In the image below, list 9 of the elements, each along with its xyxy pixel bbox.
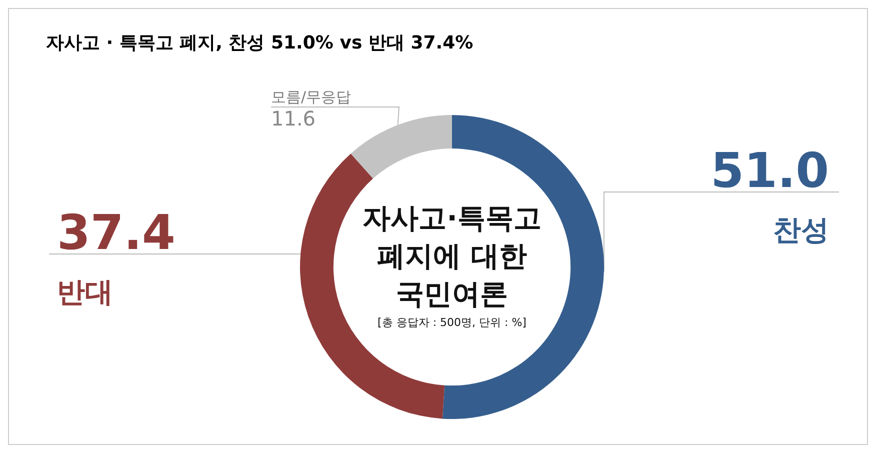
text: 자사고·특목고 폐지에 대한 국민여론	[362, 202, 542, 310]
slice-label: 모름/무응답	[271, 88, 352, 106]
text: [총 응답자 : 500명, 단위 : %]	[378, 316, 526, 329]
data-label: 11.6	[271, 106, 316, 130]
chart-title: 자사고 · 특목고 폐지, 찬성 51.0% vs 반대 37.4%	[46, 32, 474, 54]
data-label: 37.4	[57, 205, 176, 261]
slice-label: 반대	[57, 276, 113, 308]
data-label: 51.0	[710, 143, 829, 199]
slice-label: 찬성	[773, 214, 829, 246]
